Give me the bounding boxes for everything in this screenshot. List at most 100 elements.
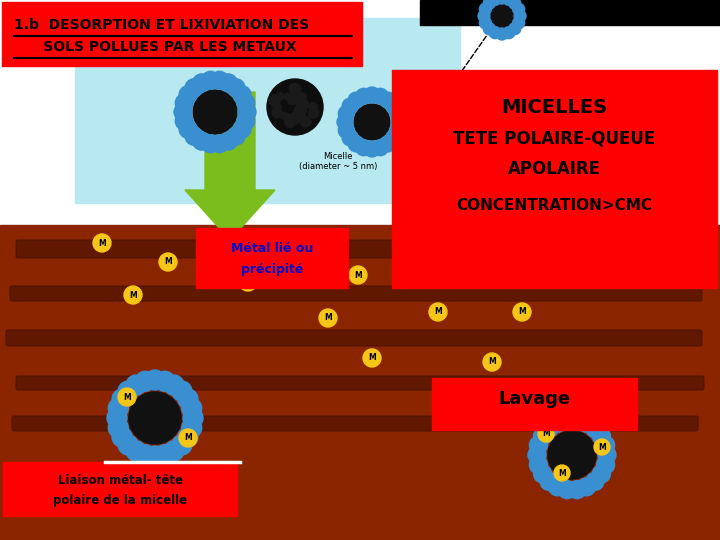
Circle shape [568,411,586,429]
Circle shape [118,381,138,401]
Text: Liaison métal- tête: Liaison métal- tête [58,474,182,487]
Circle shape [364,87,380,103]
Bar [392,70,717,288]
Circle shape [172,381,192,401]
Text: M: M [368,354,376,362]
Text: M: M [424,258,432,267]
Circle shape [193,74,211,92]
Text: polaire de la micelle: polaire de la micelle [53,494,187,507]
Circle shape [354,104,390,140]
Circle shape [489,253,507,271]
Text: M: M [164,258,172,267]
Circle shape [185,79,203,97]
Circle shape [478,10,490,22]
Text: M: M [324,314,332,322]
Text: 1.b  DESORPTION ET LIXIVIATION DES: 1.b DESORPTION ET LIXIVIATION DES [14,18,309,32]
Circle shape [568,481,586,498]
Circle shape [210,134,228,153]
Circle shape [348,92,364,108]
Circle shape [233,86,251,104]
Circle shape [227,79,245,97]
Circle shape [159,253,177,271]
Circle shape [179,120,197,138]
Circle shape [238,103,256,121]
Text: M: M [598,442,606,451]
Circle shape [386,98,402,114]
Circle shape [135,372,156,392]
Circle shape [309,108,319,118]
Circle shape [490,4,514,28]
FancyBboxPatch shape [10,286,702,301]
Circle shape [509,0,521,9]
Circle shape [513,17,525,29]
Circle shape [299,93,306,100]
Circle shape [269,94,280,106]
Circle shape [183,408,203,428]
Circle shape [558,411,576,429]
Text: Micelle
(diameter ~ 5 nm): Micelle (diameter ~ 5 nm) [299,152,377,171]
Circle shape [298,99,308,109]
Circle shape [540,472,558,490]
Circle shape [145,446,165,466]
Circle shape [118,435,138,455]
Circle shape [172,435,192,455]
Circle shape [390,106,405,122]
Text: M: M [244,278,252,287]
Circle shape [284,117,295,127]
FancyBboxPatch shape [16,376,704,390]
Circle shape [483,353,501,371]
Circle shape [293,110,302,118]
Circle shape [337,114,353,130]
Circle shape [356,140,372,156]
Circle shape [338,123,354,138]
Circle shape [509,23,521,35]
Circle shape [594,439,610,455]
Circle shape [309,103,318,111]
Text: M: M [494,258,502,267]
Circle shape [202,71,220,89]
Circle shape [483,23,495,35]
Text: M: M [434,307,442,316]
FancyBboxPatch shape [16,240,702,258]
Circle shape [597,436,615,454]
Text: M: M [123,393,131,402]
Circle shape [178,389,198,409]
Circle shape [220,74,238,92]
Circle shape [108,398,128,418]
Circle shape [549,414,567,432]
Text: M: M [184,434,192,442]
Text: M: M [558,469,566,477]
Circle shape [289,112,301,124]
Bar [2,2,362,66]
Circle shape [338,106,354,122]
Circle shape [554,465,570,481]
Circle shape [480,3,491,15]
Circle shape [175,94,193,112]
Circle shape [272,108,282,118]
Circle shape [164,441,184,461]
Circle shape [237,94,255,112]
Bar [75,18,460,203]
Circle shape [179,429,197,447]
Circle shape [363,349,381,367]
Circle shape [548,431,596,479]
Circle shape [513,3,525,15]
Text: M: M [488,357,496,367]
Circle shape [174,103,192,121]
Circle shape [220,132,238,150]
Circle shape [549,478,567,496]
Circle shape [586,420,604,437]
Circle shape [380,92,396,108]
Text: Métal lié ou: Métal lié ou [231,242,313,255]
Circle shape [289,84,301,95]
Circle shape [300,116,311,127]
Circle shape [529,456,547,474]
Circle shape [598,446,616,464]
Circle shape [155,445,175,465]
Circle shape [107,408,127,428]
Circle shape [593,427,611,445]
Circle shape [164,375,184,395]
Circle shape [496,0,508,4]
Circle shape [529,436,547,454]
Circle shape [549,256,567,274]
